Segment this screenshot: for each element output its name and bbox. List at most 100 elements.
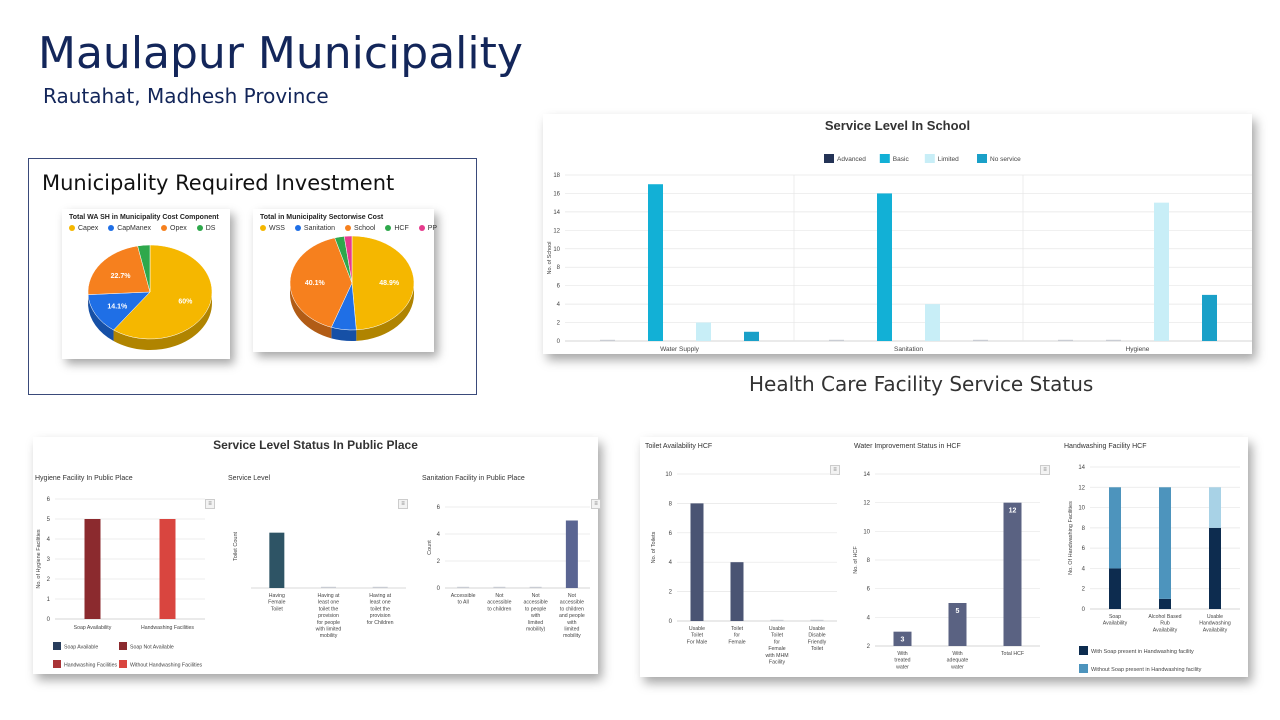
x-tick-label: For Male bbox=[687, 639, 708, 645]
hcf-panel: Toilet Availability HCF Water Improvemen… bbox=[640, 437, 1248, 677]
y-tick-label: 10 bbox=[665, 472, 672, 478]
x-tick-label: Not bbox=[495, 593, 504, 599]
pie-slice bbox=[113, 244, 213, 340]
legend-swatch bbox=[119, 642, 127, 650]
chart-legend: Soap Available Soap Not Available Handwash… bbox=[53, 642, 202, 669]
bar bbox=[1106, 339, 1121, 341]
x-tick-label: Friendly bbox=[808, 639, 827, 645]
x-tick-label: for people bbox=[317, 620, 340, 626]
y-tick-label: 2 bbox=[1082, 587, 1086, 593]
legend-dot bbox=[69, 225, 75, 231]
legend-label: WSS bbox=[269, 225, 285, 232]
x-tick-label: accessible bbox=[524, 600, 548, 606]
x-tick-label: toilet the bbox=[370, 606, 390, 612]
bar bbox=[948, 603, 967, 646]
bar bbox=[690, 503, 704, 621]
chart-menu-button[interactable]: ≡ bbox=[1040, 465, 1050, 475]
legend-label: Soap Available bbox=[64, 645, 98, 651]
x-tick-label: Water Supply bbox=[660, 346, 700, 353]
x-tick-label: Not bbox=[568, 593, 577, 599]
y-tick-label: 4 bbox=[867, 615, 871, 621]
x-tick-label: limited bbox=[528, 620, 543, 626]
chart-menu-button[interactable]: ≡ bbox=[591, 499, 601, 509]
chart-menu-button[interactable]: ≡ bbox=[830, 465, 840, 475]
bar bbox=[744, 331, 759, 341]
investment-title: Municipality Required Investment bbox=[42, 171, 395, 195]
x-tick-label: for bbox=[774, 639, 780, 645]
legend-label: Capex bbox=[78, 225, 99, 232]
legend-label: DS bbox=[205, 225, 216, 232]
legend-swatch bbox=[53, 642, 61, 650]
x-tick-label: Total HCF bbox=[1001, 651, 1024, 657]
x-tick-label: toilet the bbox=[319, 606, 339, 612]
x-tick-label: Toilet bbox=[811, 646, 824, 652]
y-tick-label: 18 bbox=[553, 173, 560, 179]
y-tick-label: 0 bbox=[1082, 607, 1086, 613]
legend-item: HCF bbox=[385, 225, 409, 232]
x-tick-label: mobility bbox=[320, 633, 338, 639]
x-tick-label: and people bbox=[559, 613, 585, 619]
x-tick-label: Having at bbox=[369, 593, 391, 599]
public-place-panel: Service Level Status In Public Place Hyg… bbox=[33, 437, 601, 674]
page-title: Maulapur Municipality bbox=[38, 28, 523, 79]
pie-slice-side bbox=[331, 327, 357, 341]
pie-chart-sectorwise: 48.9% 40.1% bbox=[289, 235, 415, 341]
y-axis-label: Count bbox=[427, 540, 433, 555]
x-tick-label: to All bbox=[458, 600, 469, 606]
bar bbox=[1058, 339, 1073, 341]
x-tick-label: limited bbox=[564, 627, 579, 633]
chart-menu-button[interactable]: ≡ bbox=[205, 499, 215, 509]
pie-slice-label: 14.1% bbox=[107, 304, 128, 311]
y-tick-label: 1 bbox=[47, 597, 51, 603]
x-tick-label: Hygiene bbox=[1126, 346, 1150, 353]
bar bbox=[1159, 598, 1171, 609]
y-tick-label: 4 bbox=[437, 532, 441, 538]
x-tick-label: Availability bbox=[1153, 627, 1178, 633]
legend-label: Sanitation bbox=[303, 225, 336, 232]
chart-menu-button[interactable]: ≡ bbox=[398, 499, 408, 509]
y-tick-label: 2 bbox=[47, 577, 51, 583]
x-tick-label: with limited bbox=[316, 627, 342, 633]
legend-dot bbox=[196, 225, 203, 231]
x-tick-label: Disable bbox=[808, 633, 825, 639]
chart-subtitle: Hygiene Facility In Public Place bbox=[35, 475, 133, 482]
x-tick-label: Rub bbox=[1160, 621, 1170, 627]
bar bbox=[1003, 502, 1022, 646]
legend-item: School bbox=[345, 225, 375, 232]
bar bbox=[1209, 487, 1221, 528]
data-label: 3 bbox=[901, 637, 905, 644]
legend-swatch bbox=[119, 660, 127, 668]
bar bbox=[730, 562, 744, 621]
y-tick-label: 12 bbox=[553, 228, 560, 234]
bar bbox=[1109, 487, 1121, 569]
x-tick-label: Facility bbox=[769, 660, 786, 666]
x-tick-label: mobility bbox=[563, 633, 581, 639]
bar bbox=[269, 532, 285, 588]
pie-panel-cost-component: Total WA SH in Municipality Cost Compone… bbox=[62, 209, 230, 359]
legend-label: Limited bbox=[938, 156, 959, 163]
y-tick-label: 4 bbox=[669, 560, 673, 566]
y-tick-label: 14 bbox=[863, 472, 870, 478]
x-tick-label: Usable bbox=[1207, 614, 1223, 620]
page-subtitle: Rautahat, Madhesh Province bbox=[43, 84, 329, 108]
x-tick-label: water bbox=[896, 664, 909, 670]
y-axis-label: No. of Hygiene Facilities bbox=[36, 529, 42, 589]
bar bbox=[372, 586, 388, 588]
legend-swatch bbox=[1079, 664, 1088, 673]
chart-subtitle: Service Level bbox=[228, 475, 271, 482]
y-tick-label: 4 bbox=[557, 302, 561, 308]
y-axis-label: Toilet Count bbox=[233, 532, 239, 562]
x-tick-label: accessible bbox=[487, 600, 511, 606]
legend-dot bbox=[345, 225, 351, 231]
legend-label: No service bbox=[990, 156, 1021, 163]
legend-label: Without Handwashing Facilities bbox=[130, 663, 202, 669]
legend-label: With Soap present in Handwashing facilit… bbox=[1091, 649, 1194, 655]
chart-legend: With Soap present in Handwashing facilit… bbox=[1079, 646, 1202, 673]
public-place-charts: 0 1 2 3 4 5 6 No. of Hygiene Facilities Soap Ava… bbox=[36, 497, 590, 669]
x-tick-label: to children bbox=[487, 606, 511, 612]
y-tick-label: 8 bbox=[669, 501, 673, 507]
legend-label: Handwashing Facilities bbox=[64, 663, 117, 669]
x-tick-label: Availability bbox=[1203, 627, 1228, 633]
x-tick-label: Not bbox=[532, 593, 541, 599]
y-tick-label: 0 bbox=[47, 617, 51, 623]
